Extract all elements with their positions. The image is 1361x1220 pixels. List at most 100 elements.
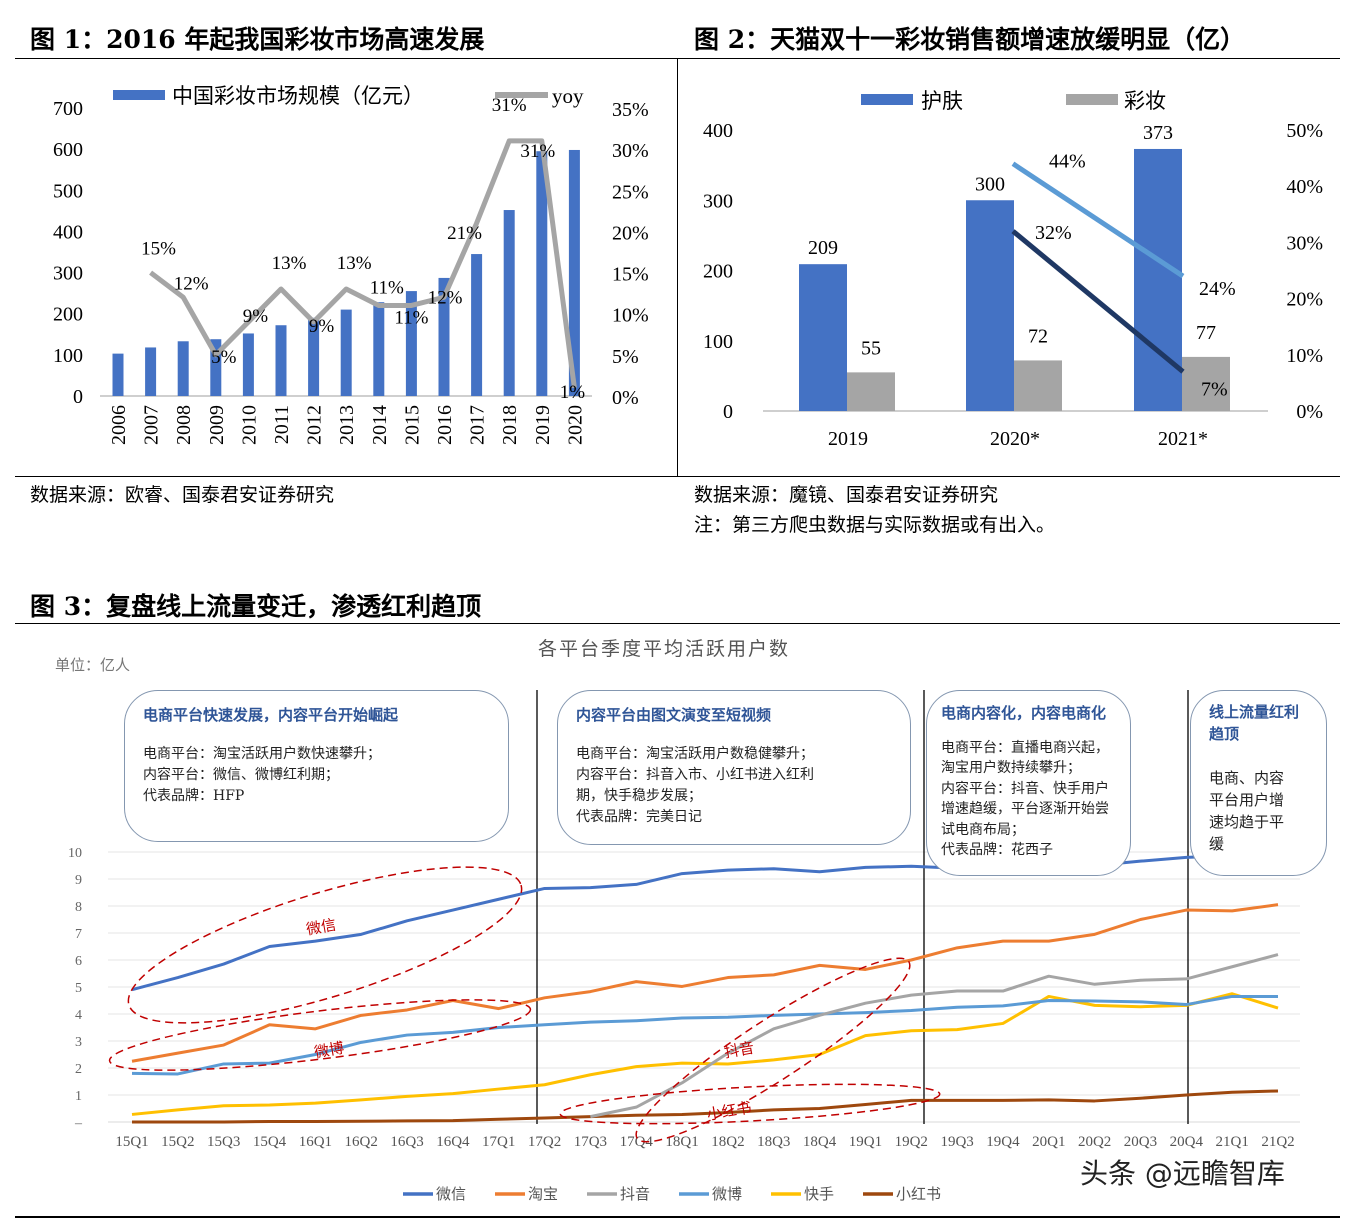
data-label: 44% — [1049, 151, 1086, 173]
x-tick-label: 17Q4 — [620, 1134, 654, 1150]
divider — [15, 623, 1340, 624]
x-tick-label: 2014 — [369, 405, 391, 445]
phase-line: 代表品牌：花西子 — [941, 842, 1053, 858]
data-label: 31% — [492, 95, 527, 116]
x-tick-label: 18Q1 — [665, 1134, 698, 1150]
legend-label: 中国彩妆市场规模（亿元） — [172, 84, 424, 108]
x-tick-label: 2018 — [499, 405, 521, 445]
phase-line: 内容平台：微信、微博红利期； — [143, 767, 339, 783]
phase-line: 电商平台：淘宝活跃用户数快速攀升； — [143, 746, 381, 762]
y2-tick-label: 35% — [612, 99, 649, 121]
x-tick-label: 16Q1 — [299, 1134, 332, 1150]
x-tick-label: 18Q3 — [757, 1134, 790, 1150]
x-tick-label: 2013 — [336, 405, 358, 445]
phase-box-1: 电商平台快速发展，内容平台开始崛起 电商平台：淘宝活跃用户数快速攀升； 内容平台… — [124, 690, 509, 842]
phase-title: 电商内容化，内容电商化 — [941, 704, 1107, 722]
x-tick-label: 18Q4 — [803, 1134, 837, 1150]
y2-tick-label: 30% — [1286, 232, 1323, 254]
x-tick-label: 15Q3 — [207, 1134, 240, 1150]
y2-tick-label: 10% — [612, 305, 649, 327]
x-tick-label: 17Q2 — [528, 1134, 561, 1150]
y-tick-label: 0 — [723, 401, 733, 423]
bar-makeup — [847, 372, 895, 411]
x-tick-label: 21Q1 — [1215, 1134, 1248, 1150]
phase-box-4: 线上流量红利趋顶 电商、内容 平台用户增 速均趋于平 缓 — [1190, 690, 1327, 876]
bar — [145, 347, 157, 396]
x-tick-label: 20Q4 — [1170, 1134, 1204, 1150]
fig2-source: 数据来源：魔镜、国泰君安证券研究 — [694, 484, 999, 506]
y-tick-label: 4 — [75, 1008, 82, 1023]
x-tick-label: 2021* — [1158, 428, 1208, 450]
series-line-小红书 — [132, 1089, 1279, 1124]
y-tick-label: 0 — [73, 386, 83, 408]
phase-line: 内容平台：抖音入市、小红书进入红利 — [576, 767, 814, 783]
y-tick-label: 100 — [703, 331, 733, 353]
fig2-chart: 0 100 200 300 400 0% 10% 20% 30% 40% 50% 209 300 373 5… — [703, 89, 1323, 450]
fig1-title: 图 1：2016 年起我国彩妆市场高速发展 — [30, 25, 485, 54]
x-tick-label: 20Q2 — [1078, 1134, 1111, 1150]
data-label: 9% — [243, 306, 269, 327]
bar — [471, 254, 483, 396]
phase-box-2: 内容平台由图文演变至短视频 电商平台：淘宝活跃用户数稳健攀升； 内容平台：抖音入… — [557, 690, 911, 845]
y-tick-label: 1 — [75, 1089, 82, 1104]
bar — [536, 151, 548, 396]
phase-line: 缓 — [1209, 835, 1225, 853]
data-label: 1% — [560, 382, 586, 403]
data-label: 9% — [309, 316, 335, 337]
bar — [177, 341, 189, 396]
y2-tick-label: 20% — [1286, 289, 1323, 311]
x-tick-label: 2020 — [564, 405, 586, 445]
legend-label: 抖音 — [620, 1186, 650, 1203]
data-label: 55 — [861, 337, 881, 359]
x-tick-label: 2015 — [401, 405, 423, 445]
x-tick-label: 2007 — [141, 405, 163, 445]
data-label: 24% — [1199, 278, 1236, 300]
x-tick-label: 19Q1 — [849, 1134, 882, 1150]
bar-skincare — [966, 200, 1014, 411]
y-tick-label: 200 — [53, 304, 83, 326]
y-tick-label: 600 — [53, 139, 83, 161]
x-tick-label: 17Q3 — [574, 1134, 607, 1150]
phase-line: 电商平台：淘宝活跃用户数稳健攀升； — [576, 746, 814, 762]
phase-line: 增速趋缓，平台逐渐开始尝 — [941, 801, 1109, 817]
data-label: 13% — [272, 253, 307, 274]
series-line-快手 — [131, 992, 1279, 1116]
y-tick-label: 7 — [75, 927, 82, 942]
fig3-chart-title: 各平台季度平均活跃用户数 — [538, 638, 791, 660]
data-label: 72 — [1028, 325, 1048, 347]
growth-line — [1011, 229, 1185, 374]
x-tick-label: 15Q1 — [115, 1134, 148, 1150]
phase-title: 线上流量红利趋顶 — [1209, 703, 1300, 743]
phase-title: 电商平台快速发展，内容平台开始崛起 — [143, 706, 399, 724]
data-label: 15% — [141, 239, 176, 260]
data-label: 31% — [520, 141, 555, 162]
y-tick-label: 400 — [703, 120, 733, 142]
legend-label: 微信 — [436, 1186, 466, 1203]
divider — [15, 1216, 1340, 1218]
y2-tick-label: 5% — [612, 346, 639, 368]
data-label: 13% — [337, 253, 372, 274]
x-tick-label: 2008 — [173, 405, 195, 445]
bar-makeup — [1182, 356, 1230, 411]
phase-line: 期，快手稳步发展； — [576, 788, 702, 804]
watermark: 头条 @远瞻智库 — [1080, 1157, 1285, 1190]
y-tick-label: 300 — [53, 263, 83, 285]
y2-tick-label: 10% — [1286, 345, 1323, 367]
legend-label: 淘宝 — [528, 1186, 558, 1203]
y2-tick-label: 0% — [612, 387, 639, 409]
legend-label: 护肤 — [921, 89, 963, 113]
fig3-unit: 单位：亿人 — [55, 656, 131, 674]
x-tick-label: 18Q2 — [711, 1134, 744, 1150]
legend-label: 微博 — [712, 1186, 742, 1203]
yoy-line — [149, 138, 577, 389]
data-label: 7% — [1201, 379, 1228, 401]
bar — [438, 277, 450, 396]
phase-title: 内容平台由图文演变至短视频 — [576, 706, 772, 724]
fig1-chart: 0 100 200 300 400 500 600 700 0% 5% 10% 15% 20% 25% 30… — [53, 84, 649, 445]
data-label: 12% — [428, 287, 463, 308]
fig3-title: 图 3：复盘线上流量变迁，渗透红利趋顶 — [30, 592, 482, 621]
legend-label: yoy — [552, 84, 584, 108]
x-tick-label: 20Q3 — [1124, 1134, 1157, 1150]
x-tick-label: 16Q4 — [436, 1134, 470, 1150]
y2-tick-label: 50% — [1286, 120, 1323, 142]
